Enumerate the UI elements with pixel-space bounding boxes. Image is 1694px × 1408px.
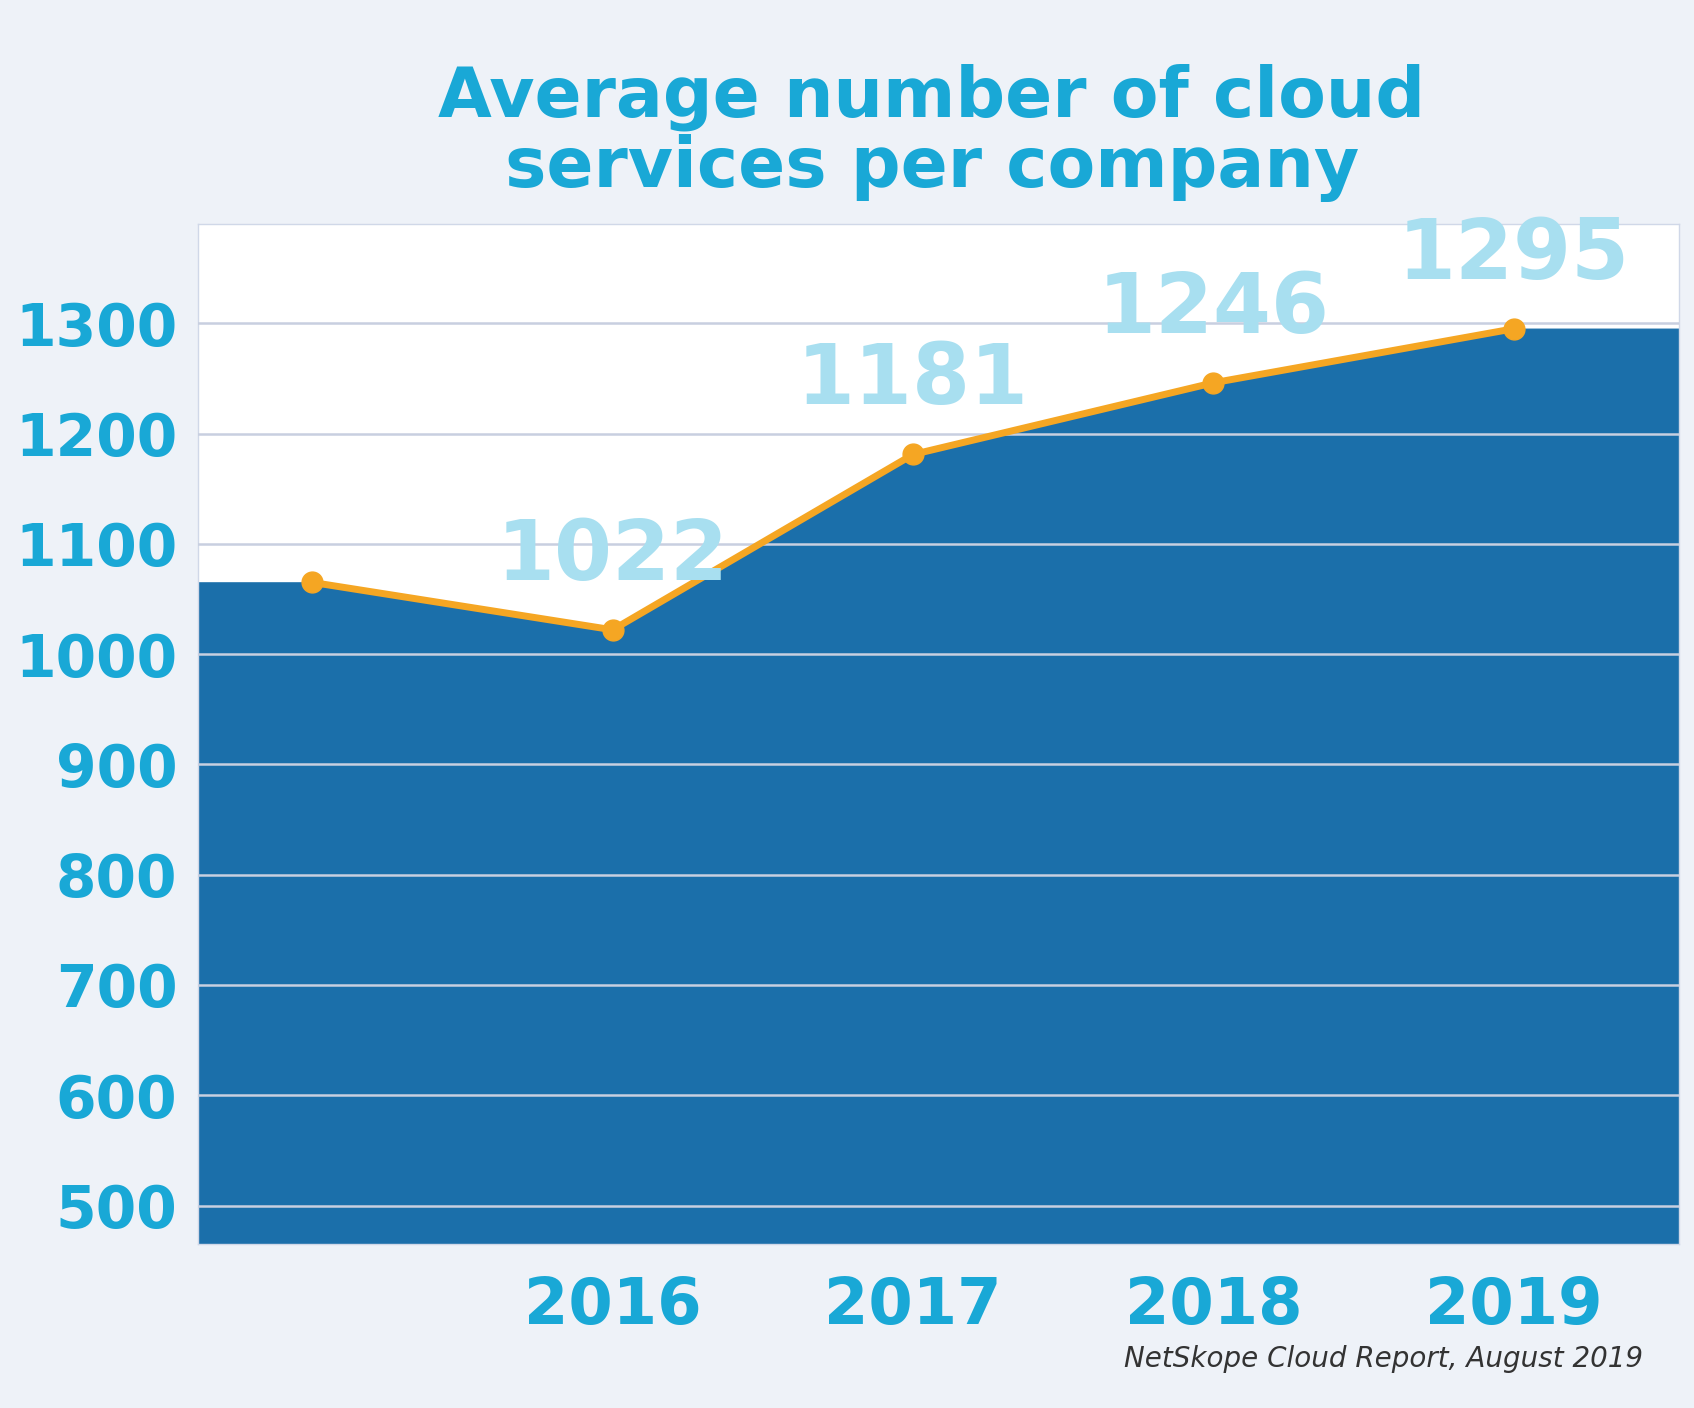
Text: NetSkope Cloud Report, August 2019: NetSkope Cloud Report, August 2019 bbox=[1125, 1345, 1643, 1373]
Text: 1295: 1295 bbox=[1398, 214, 1630, 296]
Text: Average number of cloud: Average number of cloud bbox=[439, 63, 1425, 131]
Text: 1181: 1181 bbox=[796, 341, 1028, 421]
Text: services per company: services per company bbox=[505, 134, 1359, 201]
Text: 1246: 1246 bbox=[1098, 269, 1330, 349]
Text: 1022: 1022 bbox=[496, 515, 728, 597]
